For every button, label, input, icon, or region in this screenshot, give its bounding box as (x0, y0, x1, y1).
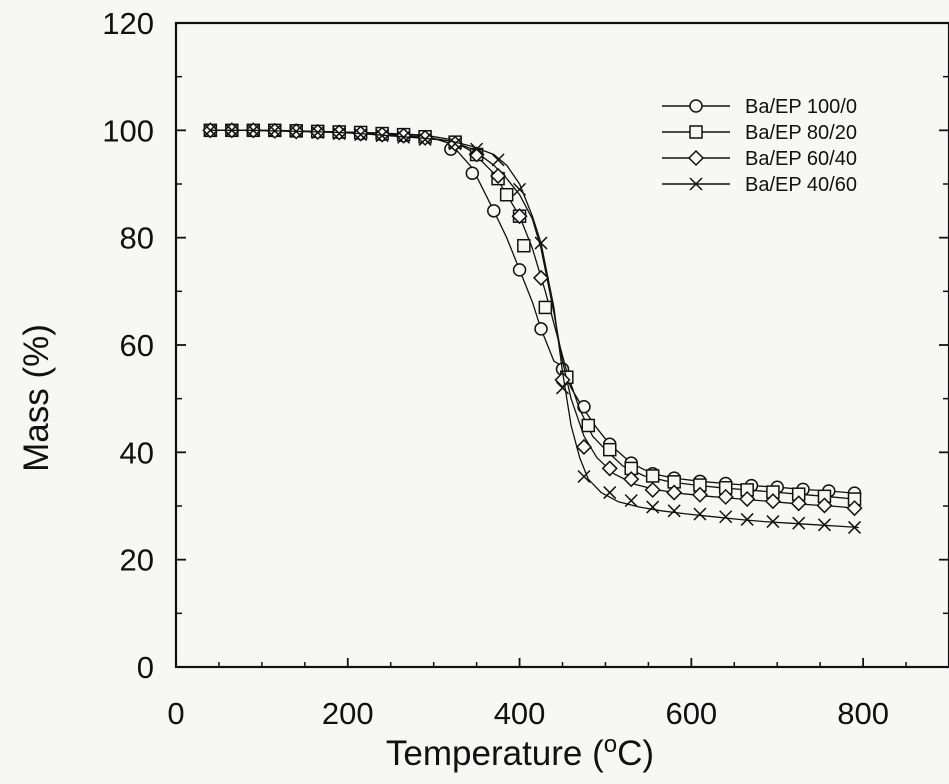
y-tick-label-5: 100 (102, 113, 154, 148)
labels-layer: Temperature (oC) Mass (%) (17, 324, 654, 773)
series-3-marker-2 (246, 123, 260, 137)
x-axis-title-main: Temperature ( (386, 734, 604, 773)
plot-frame (174, 21, 949, 669)
series-2-marker-20 (644, 481, 661, 498)
series-2-marker-19 (623, 471, 640, 488)
series-3-marker-28 (847, 520, 862, 534)
series-3-marker-17 (577, 469, 591, 484)
x-axis-title-suffix: C) (617, 734, 654, 773)
series-2-marker-25 (764, 493, 781, 510)
x-tick-label-3: 600 (665, 696, 717, 731)
series-3-marker-12 (470, 142, 484, 156)
series-0-marker-14 (512, 263, 527, 277)
y-tick-label-4: 80 (120, 221, 154, 256)
legend-item-2: Ba/EP 60/40 (662, 148, 857, 170)
y-tick-label-0: 0 (137, 650, 154, 685)
series-3-marker-9 (397, 130, 411, 144)
series-2-marker-26 (790, 495, 807, 512)
legend-item-3: Ba/EP 40/60 (662, 174, 857, 196)
x-axis-title: Temperature (oC) (386, 731, 654, 774)
series-3-marker-7 (354, 128, 368, 142)
series-1-marker-20 (602, 442, 617, 457)
series-3-marker-8 (375, 129, 389, 143)
y-tick-label-1: 20 (120, 543, 154, 578)
y-tick-label-2: 40 (120, 435, 154, 470)
series-1-marker-17 (538, 300, 553, 315)
series-0-marker-12 (465, 166, 480, 181)
y-tick-label-6: 120 (102, 6, 154, 41)
axes-layer: 0 200 400 600 800 0 20 40 60 80 100 120 (102, 6, 949, 731)
x-tick-label-4: 800 (837, 696, 889, 731)
x-tick-label-2: 400 (494, 696, 546, 731)
series-0-marker-13 (487, 204, 501, 218)
series-3-marker-13 (491, 153, 505, 167)
legend-label-2: Ba/EP 60/40 (745, 148, 857, 170)
series-3-marker-19 (624, 494, 638, 508)
series-3-marker-27 (817, 518, 831, 532)
series-3-marker-24 (740, 512, 754, 526)
series-3-marker-11 (448, 137, 462, 151)
series-3-marker-15 (534, 236, 548, 250)
legend-item-1: Ba/EP 80/20 (662, 122, 857, 144)
series-1-marker-16 (517, 238, 531, 253)
series-2-marker-24 (739, 490, 756, 508)
series-2-marker-13 (490, 167, 507, 185)
series-2-marker-21 (666, 484, 683, 501)
legend-label-3: Ba/EP 40/60 (745, 174, 857, 196)
y-tick-label-3: 60 (120, 328, 154, 363)
series-3-marker-26 (792, 516, 806, 530)
series-3-marker-0 (203, 123, 217, 137)
series-3-marker-6 (332, 127, 346, 141)
series-layer (202, 122, 863, 534)
series-2-marker-28 (846, 500, 863, 517)
series-3-marker-23 (719, 510, 733, 524)
series-3-marker-4 (289, 124, 303, 138)
series-2-marker-23 (717, 488, 734, 505)
series-3-marker-21 (667, 504, 681, 518)
series-2-marker-27 (816, 497, 833, 514)
legend-label-0: Ba/EP 100/0 (745, 96, 857, 118)
series-3 (203, 123, 862, 534)
legend-marker-3 (689, 177, 703, 191)
legend-marker-0 (689, 99, 703, 113)
legend-marker-2 (687, 149, 705, 167)
series-3-marker-16 (555, 381, 570, 395)
series-1-marker-19 (581, 418, 596, 433)
legend-marker-1 (689, 125, 703, 139)
series-3-marker-25 (766, 515, 780, 529)
series-2-marker-18 (601, 460, 618, 477)
legend-layer: Ba/EP 100/0 Ba/EP 80/20 Ba/EP 60/40 Ba/EP 4… (662, 96, 857, 196)
series-3-marker-14 (513, 182, 527, 196)
legend-item-0: Ba/EP 100/0 (662, 96, 857, 118)
series-0-marker-15 (534, 322, 548, 336)
series-2-marker-14 (511, 208, 528, 225)
series-3-marker-3 (268, 124, 282, 138)
series-2-marker-12 (468, 146, 485, 163)
legend-label-1: Ba/EP 80/20 (745, 122, 857, 144)
series-3-marker-18 (603, 486, 617, 500)
series-2-marker-15 (532, 269, 550, 286)
series-3-marker-20 (646, 500, 660, 514)
x-axis-title-superscript: o (604, 731, 617, 758)
x-tick-label-0: 0 (167, 696, 184, 731)
series-3-marker-1 (225, 123, 239, 137)
series-2-marker-22 (691, 486, 708, 503)
series-3-marker-10 (418, 132, 432, 146)
series-0-marker-17 (577, 399, 591, 414)
y-axis-title: Mass (%) (17, 324, 56, 472)
series-3-marker-22 (693, 507, 707, 521)
series-1-marker-22 (645, 469, 660, 483)
series-3-marker-5 (311, 125, 325, 140)
series-1-marker-14 (499, 187, 514, 202)
series-2-marker-17 (575, 438, 593, 456)
x-tick-label-1: 200 (322, 696, 374, 731)
